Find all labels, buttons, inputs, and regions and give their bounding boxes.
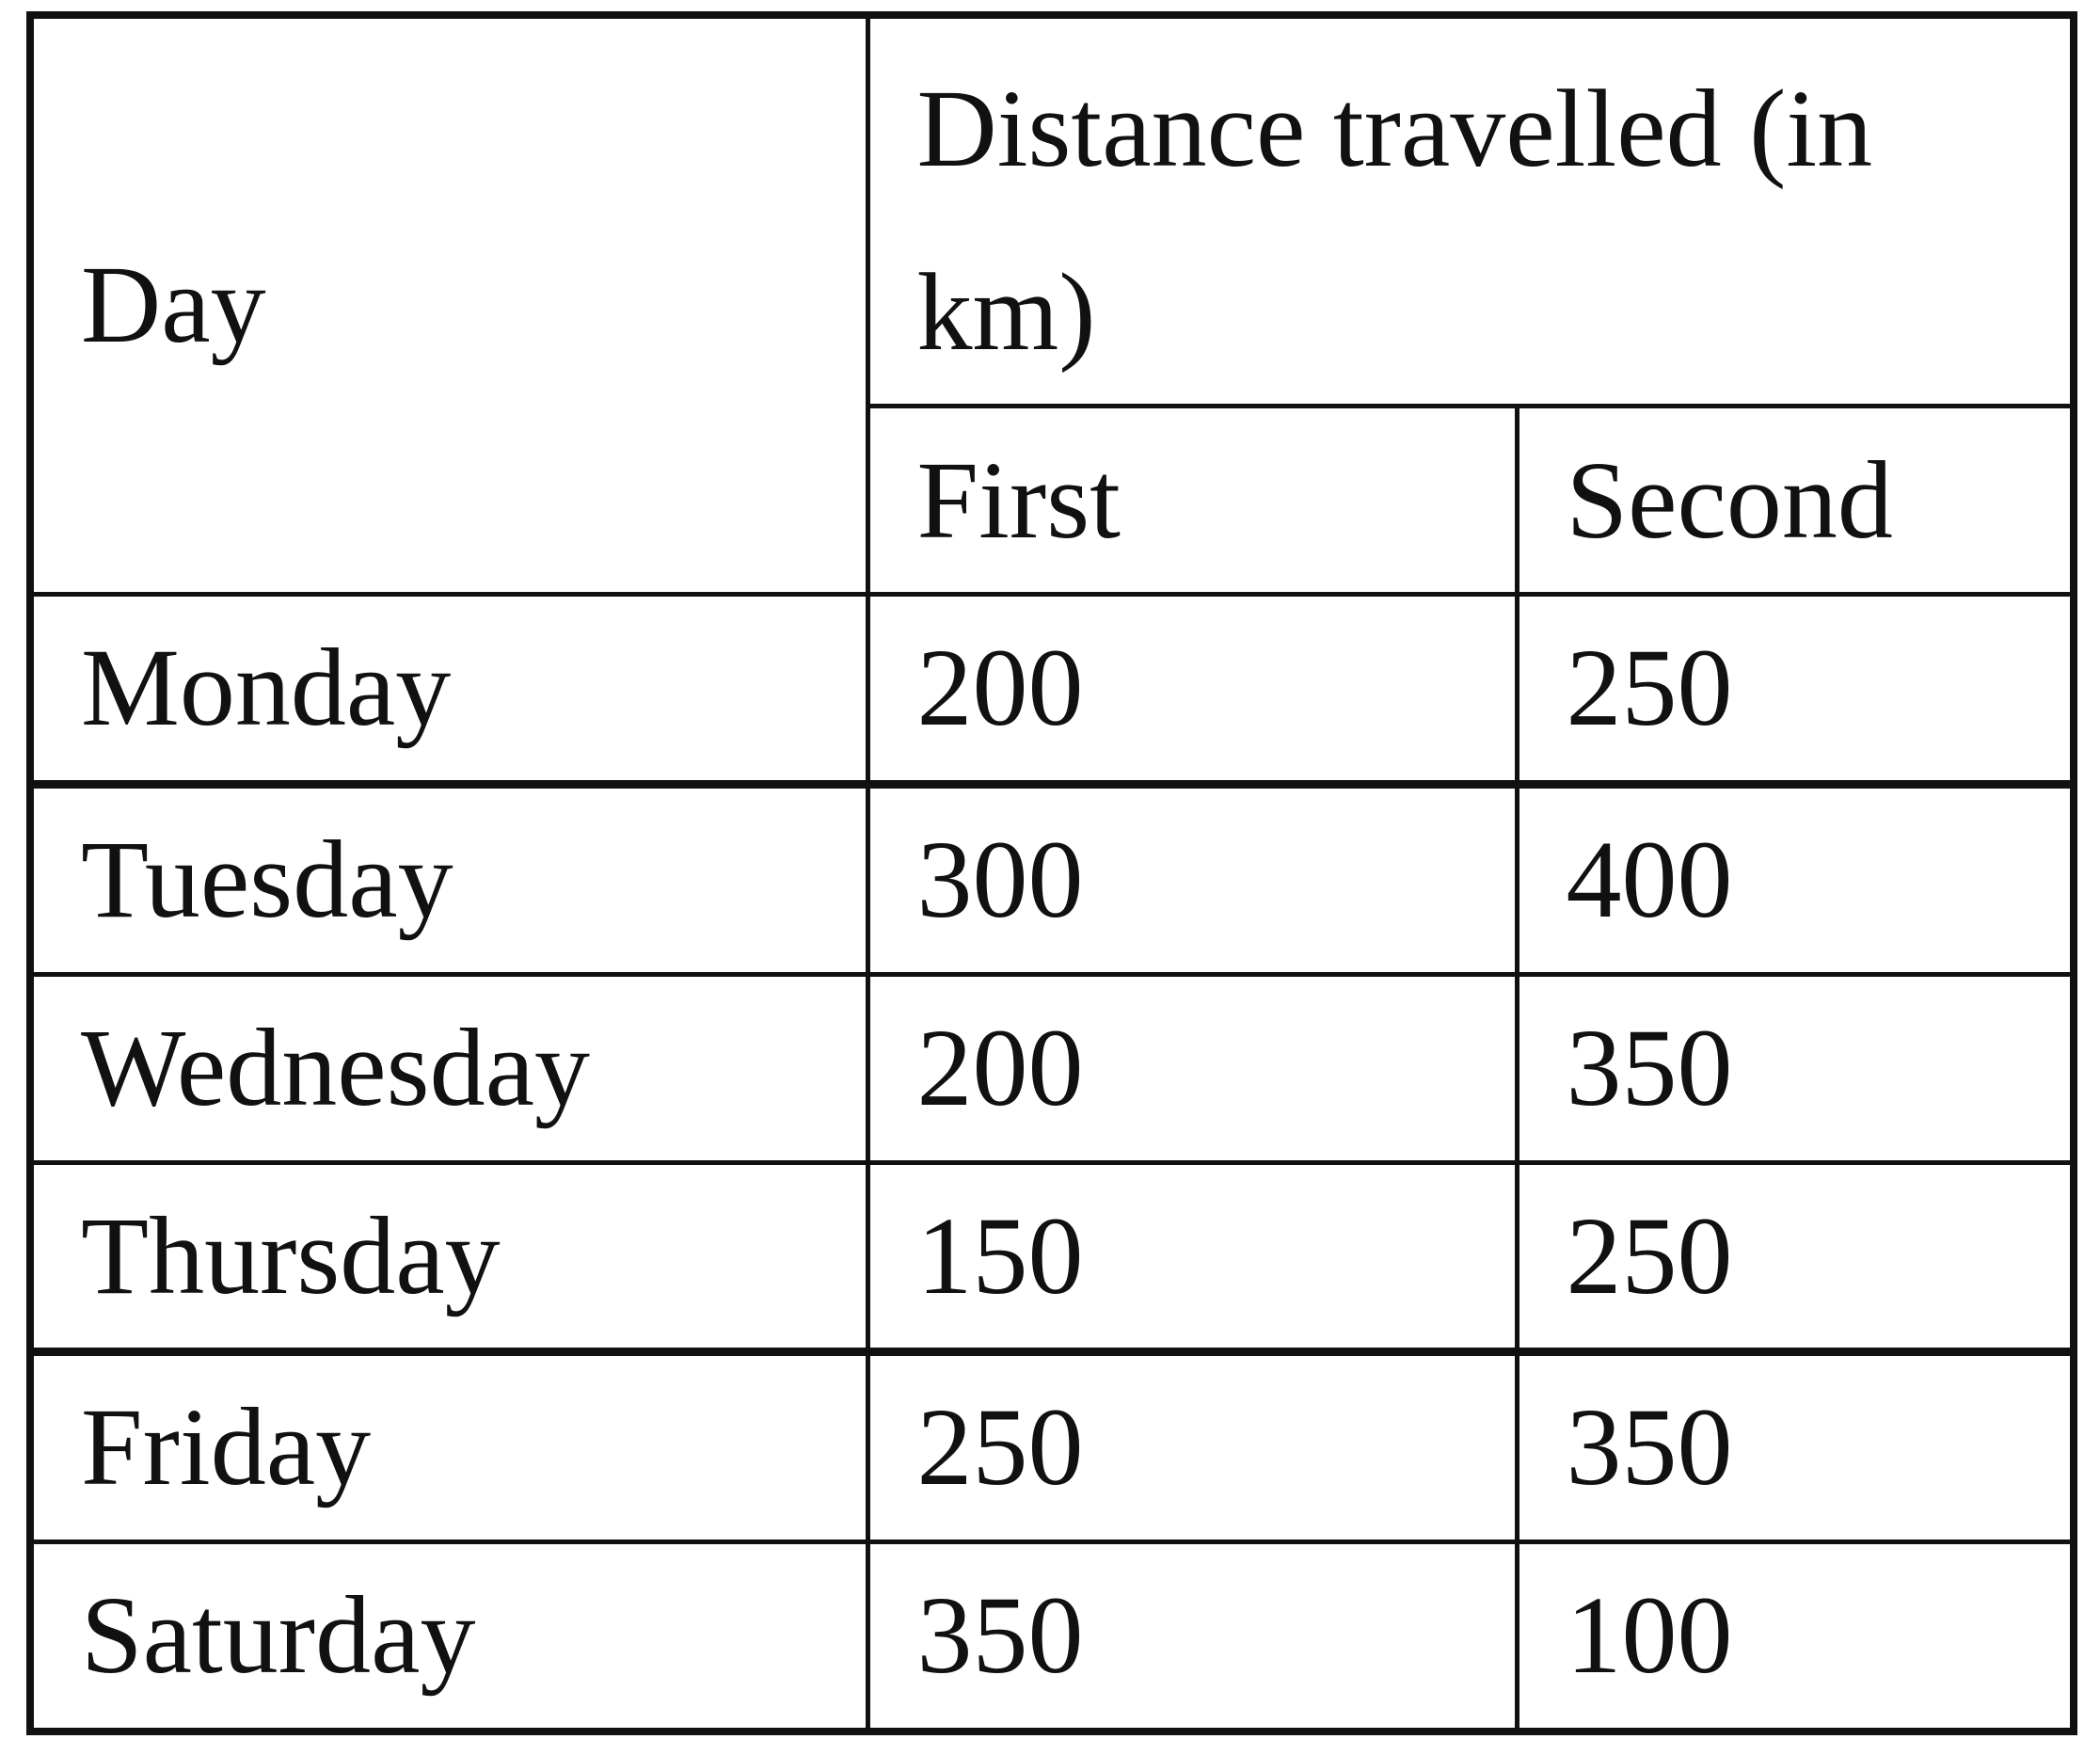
second-distance-cell: 250 (1514, 592, 2076, 788)
day-cell: Thursday (27, 1159, 870, 1355)
table-row: Saturday 350 100 (27, 1540, 2076, 1734)
second-distance-cell: 100 (1514, 1540, 2076, 1734)
second-distance-cell: 350 (1514, 971, 2076, 1165)
day-column-header: Day (27, 12, 870, 598)
header-row-top: Day Distance travelled (in km) (27, 12, 2076, 598)
table-row: Monday 200 250 (27, 592, 2076, 788)
first-distance-cell: 350 (865, 1540, 1519, 1734)
day-cell: Tuesday (27, 780, 870, 977)
first-distance-cell: 300 (865, 780, 1519, 977)
first-distance-cell: 150 (865, 1159, 1519, 1355)
first-column-header: First (865, 404, 1519, 598)
distance-table: Day Distance travelled (in km) First Sec… (26, 11, 2077, 1735)
table-row: Tuesday 300 400 (27, 780, 2076, 977)
first-distance-cell: 250 (865, 1348, 1519, 1545)
table-row: Thursday 150 250 (27, 1159, 2076, 1355)
second-column-header: Second (1514, 404, 2076, 598)
table-row: Friday 250 350 (27, 1348, 2076, 1545)
day-cell: Friday (27, 1348, 870, 1545)
day-cell: Saturday (27, 1540, 870, 1734)
distance-table-container: Day Distance travelled (in km) First Sec… (26, 11, 2077, 1735)
second-distance-cell: 400 (1514, 780, 2076, 977)
first-distance-cell: 200 (865, 971, 1519, 1165)
first-distance-cell: 200 (865, 592, 1519, 788)
day-cell: Monday (27, 592, 870, 788)
table-row: Wednesday 200 350 (27, 971, 2076, 1165)
header-row-sub: First Second (30, 404, 2076, 598)
distance-column-header: Distance travelled (in km) (865, 12, 2076, 409)
day-cell: Wednesday (27, 971, 870, 1165)
second-distance-cell: 250 (1514, 1159, 2076, 1355)
second-distance-cell: 350 (1514, 1348, 2076, 1545)
